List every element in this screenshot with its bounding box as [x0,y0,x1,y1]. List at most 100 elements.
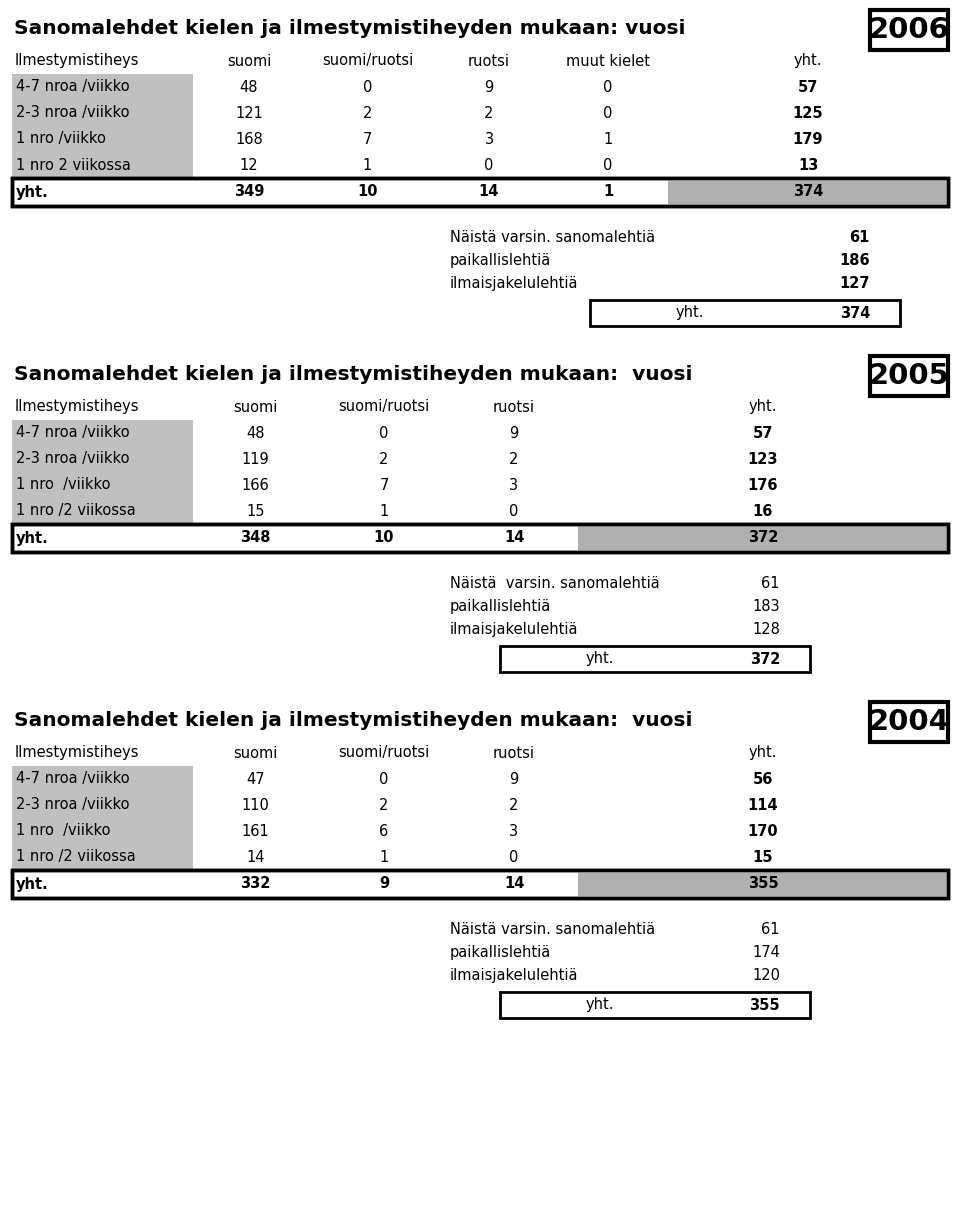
Text: 9: 9 [510,772,518,786]
Bar [668,178,948,206]
Text: 14: 14 [504,530,524,545]
Text: 16: 16 [753,503,773,518]
Text: yht.: yht. [586,652,614,666]
Text: Sanomalehdet kielen ja ilmestymistiheyden mukaan:  vuosi: Sanomalehdet kielen ja ilmestymistiheyde… [14,365,692,385]
Text: 7: 7 [363,131,372,147]
Text: 166: 166 [242,478,270,492]
Bar [12,499,193,524]
Bar [12,74,193,100]
Text: 15: 15 [753,849,773,865]
Bar [12,524,948,552]
Bar [578,524,948,552]
Text: 161: 161 [242,823,270,838]
Text: 114: 114 [748,797,779,812]
Text: 7: 7 [379,478,389,492]
Text: suomi/ruotsi: suomi/ruotsi [338,746,430,761]
Bar [12,844,193,870]
Text: ilmaisjakelulehtiä: ilmaisjakelulehtiä [450,968,579,982]
Text: 374: 374 [840,305,870,321]
Bar [12,420,193,446]
Bar [12,178,948,206]
Text: 119: 119 [242,452,270,467]
Text: 2-3 nroa /viikko: 2-3 nroa /viikko [16,105,130,120]
Text: suomi: suomi [233,746,277,761]
Text: 3: 3 [510,478,518,492]
Text: 176: 176 [748,478,779,492]
Text: 12: 12 [240,158,258,173]
Text: 348: 348 [240,530,271,545]
Text: 4-7 nroa /viikko: 4-7 nroa /viikko [16,80,130,94]
Text: 2005: 2005 [869,363,949,390]
Text: 170: 170 [748,823,779,838]
Bar [500,646,810,673]
Bar [12,766,193,793]
Text: ruotsi: ruotsi [493,746,535,761]
Text: suomi/ruotsi: suomi/ruotsi [338,399,430,414]
Text: 0: 0 [379,772,389,786]
Text: 1: 1 [604,131,612,147]
Text: 9: 9 [510,425,518,441]
Text: suomi/ruotsi: suomi/ruotsi [322,54,413,69]
Text: 2004: 2004 [869,708,949,736]
Text: 1 nro /2 viikossa: 1 nro /2 viikossa [16,849,135,865]
Text: suomi: suomi [227,54,271,69]
Text: 2-3 nroa /viikko: 2-3 nroa /viikko [16,797,130,812]
Text: yht.: yht. [16,877,49,892]
Text: 1: 1 [603,185,613,200]
Text: ilmaisjakelulehtiä: ilmaisjakelulehtiä [450,622,579,637]
Text: Näistä varsin. sanomalehtiä: Näistä varsin. sanomalehtiä [450,230,655,245]
Text: 0: 0 [363,80,372,94]
Text: Näistä varsin. sanomalehtiä: Näistä varsin. sanomalehtiä [450,922,655,937]
Text: 15: 15 [247,503,265,518]
Text: yht.: yht. [16,185,49,200]
Text: Ilmestymistiheys: Ilmestymistiheys [15,746,139,761]
Text: 1: 1 [363,158,372,173]
Text: 47: 47 [246,772,265,786]
Text: yht.: yht. [676,305,705,321]
Text: 349: 349 [234,185,264,200]
Text: muut kielet: muut kielet [566,54,650,69]
Text: 48: 48 [247,425,265,441]
Text: 2: 2 [510,797,518,812]
Text: paikallislehtiä: paikallislehtiä [450,944,551,960]
Text: 1 nro /viikko: 1 nro /viikko [16,131,106,147]
Text: 355: 355 [750,997,780,1013]
Bar [12,524,948,552]
Bar [590,300,900,326]
Bar [12,472,193,499]
Bar [12,152,193,178]
Text: 14: 14 [247,849,265,865]
Bar [12,870,948,898]
Text: Ilmestymistiheys: Ilmestymistiheys [15,54,139,69]
Text: 61: 61 [761,922,780,937]
Text: yht.: yht. [749,399,778,414]
Bar [12,178,948,206]
Text: yht.: yht. [586,997,614,1013]
Text: 1: 1 [379,503,389,518]
Text: 120: 120 [752,968,780,982]
Text: 372: 372 [748,530,779,545]
Text: 0: 0 [603,80,612,94]
Text: yht.: yht. [16,530,49,545]
Text: 2: 2 [379,797,389,812]
Text: 9: 9 [485,80,493,94]
Text: ilmaisjakelulehtiä: ilmaisjakelulehtiä [450,276,579,292]
Text: 10: 10 [357,185,377,200]
Text: 10: 10 [373,530,395,545]
Text: ruotsi: ruotsi [493,399,535,414]
Text: 332: 332 [240,877,271,892]
Text: suomi: suomi [233,399,277,414]
Text: yht.: yht. [794,54,823,69]
Text: 183: 183 [753,599,780,614]
Bar [12,446,193,472]
Text: 123: 123 [748,452,779,467]
Text: 0: 0 [379,425,389,441]
Text: 6: 6 [379,823,389,838]
Text: 168: 168 [235,131,263,147]
Text: 1 nro  /viikko: 1 nro /viikko [16,478,110,492]
Bar [12,870,948,898]
Bar [578,870,948,898]
Text: 121: 121 [235,105,263,120]
Text: 174: 174 [752,944,780,960]
Text: ruotsi: ruotsi [468,54,510,69]
